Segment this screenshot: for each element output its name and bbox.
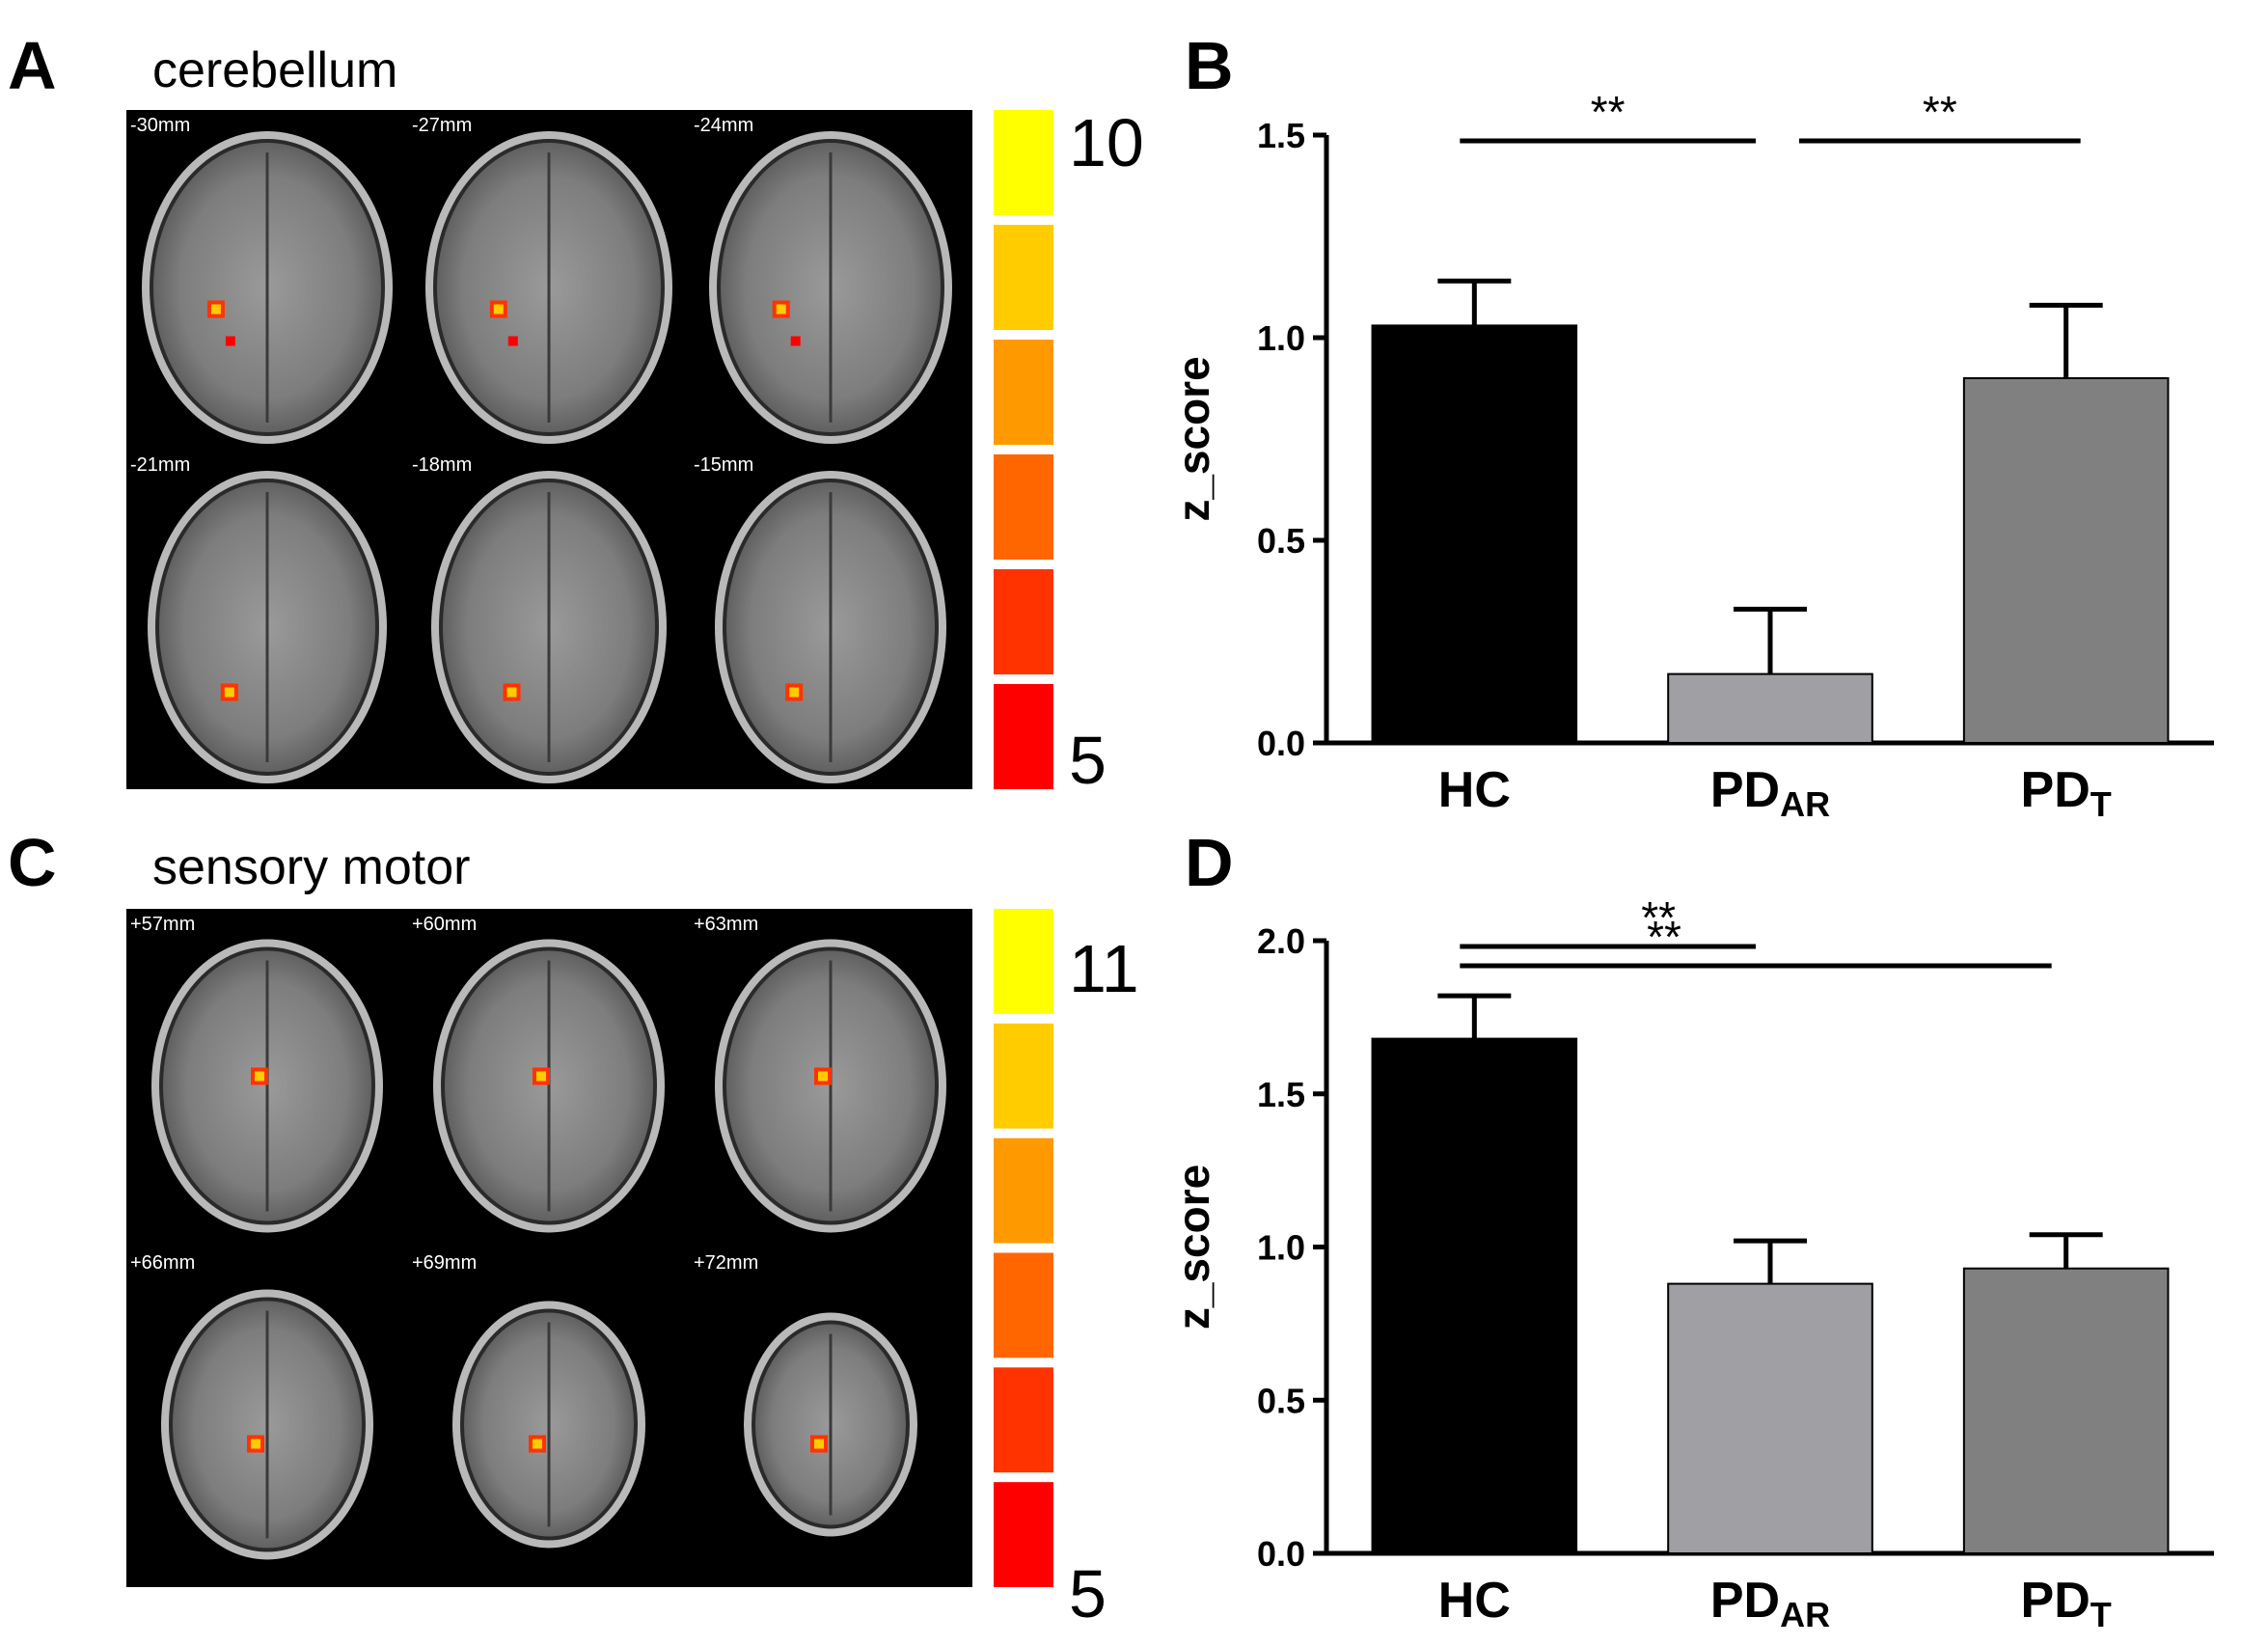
brain-slice: +63mm [694, 914, 946, 1233]
colorbar-a [994, 110, 1053, 789]
colorbar-swatch [994, 1252, 1053, 1358]
slice-label: -24mm [694, 115, 753, 136]
bar-chart-d: 0.0 0.5 1.0 1.5 2.0 z_score HC PDAR PDT **** [1168, 892, 2214, 1634]
slice-label: -18mm [412, 454, 472, 476]
y-tick-label: 1.0 [1257, 318, 1305, 358]
region-label-cerebellum: cerebellum [152, 42, 397, 98]
y-tick-label: 0.5 [1257, 521, 1305, 561]
panel-b: B 0.0 0.5 1.0 1.5 z_score HC PDAR PDT ** ** [1168, 28, 2214, 824]
panel-c: C sensory motor +57mm +60mm +63mm +66mm +69m… [8, 825, 1139, 1631]
y-tick-label: 0.5 [1257, 1381, 1305, 1420]
category-label: HC [1438, 762, 1511, 818]
colorbar-c-max: 11 [1069, 931, 1139, 1006]
colorbar-swatch [994, 684, 1053, 789]
panel-a: A cerebellum -30mm -27mm -24mm -21mm -18mm -1… [8, 28, 1144, 798]
category-label: PDAR [1710, 1573, 1830, 1634]
slice-grid-a: -30mm -27mm -24mm -21mm -18mm -15mm [130, 115, 952, 783]
brain-slice: -15mm [694, 454, 946, 783]
brain-slice: +69mm [412, 1252, 645, 1549]
category-label: PDT [2021, 1573, 2112, 1634]
brain-slice: -18mm [412, 454, 667, 783]
brain-slice: +57mm [130, 914, 383, 1233]
panel-letter-b: B [1185, 28, 1234, 103]
colorbar-swatch [994, 1482, 1053, 1587]
slice-label: -21mm [130, 454, 190, 476]
panel-d: D 0.0 0.5 1.0 1.5 2.0 z_score HC PDAR PDT **** [1168, 825, 2214, 1634]
y-tick-label: 0.0 [1257, 1534, 1305, 1574]
slice-label: +63mm [694, 914, 758, 935]
colorbar-swatch [994, 454, 1053, 560]
colorbar-a-max: 10 [1069, 105, 1144, 180]
activation-peak [210, 304, 221, 315]
activation-peak [255, 1071, 264, 1082]
brain-slice: -21mm [130, 454, 387, 783]
y-axis-title: z_score [1168, 356, 1218, 521]
slice-label: -27mm [412, 115, 472, 136]
y-tick-label: 0.0 [1257, 724, 1305, 763]
activation-peak [506, 687, 517, 698]
bar [1371, 1037, 1578, 1554]
bar [1371, 324, 1578, 744]
brain-slice: +66mm [130, 1252, 373, 1560]
category-label: PDAR [1710, 762, 1830, 824]
activation-peak [533, 1439, 542, 1449]
bar [1667, 1282, 1873, 1554]
activation-peak [814, 1439, 824, 1449]
colorbar-swatch [994, 225, 1053, 330]
y-tick-label: 1.5 [1257, 1075, 1305, 1114]
category-label: PDT [2021, 762, 2112, 824]
colorbar-swatch [994, 110, 1053, 215]
colorbar-swatch [994, 909, 1053, 1014]
category-label: HC [1438, 1573, 1511, 1629]
bar [1962, 1267, 2170, 1554]
slice-label: +72mm [694, 1252, 758, 1274]
colorbar-swatch [994, 1138, 1053, 1244]
region-label-sensory-motor: sensory motor [152, 839, 470, 895]
panel-letter-c: C [8, 825, 57, 900]
colorbar-swatch [994, 569, 1053, 674]
slice-label: +69mm [412, 1252, 477, 1274]
colorbar-c-min: 5 [1069, 1556, 1107, 1631]
activation-peak [776, 304, 786, 315]
colorbar-swatch [994, 1367, 1053, 1473]
activation-peak [251, 1439, 260, 1449]
y-tick-label: 1.5 [1257, 116, 1305, 155]
slice-label: -15mm [694, 454, 753, 476]
brain-slice: -24mm [694, 115, 952, 444]
colorbar-a-min: 5 [1069, 723, 1107, 798]
significance-label: ** [1591, 87, 1626, 137]
slice-label: +60mm [412, 914, 477, 935]
colorbar-swatch [994, 1023, 1053, 1129]
activation-cluster [225, 336, 235, 346]
brain-slice: +60mm [412, 914, 665, 1233]
significance-label: ** [1641, 892, 1676, 943]
colorbar-swatch [994, 340, 1053, 445]
slice-label: +57mm [130, 914, 195, 935]
activation-peak [493, 304, 504, 315]
colorbar-c [994, 909, 1053, 1587]
activation-cluster [507, 336, 518, 346]
y-tick-label: 1.0 [1257, 1228, 1305, 1268]
bar [1667, 672, 1873, 744]
brain-slice: -30mm [130, 115, 393, 444]
brain-slice: -27mm [412, 115, 672, 444]
activation-peak [224, 687, 234, 698]
panel-letter-a: A [8, 28, 57, 103]
activation-peak [789, 687, 800, 698]
slice-grid-c: +57mm +60mm +63mm +66mm +69mm +72mm [130, 914, 946, 1560]
bar-chart-b: 0.0 0.5 1.0 1.5 z_score HC PDAR PDT ** ** [1168, 87, 2214, 824]
activation-cluster [790, 336, 801, 346]
significance-label: ** [1647, 912, 1681, 962]
significance-label: ** [1923, 87, 1957, 137]
activation-peak [818, 1071, 828, 1082]
y-axis-title: z_score [1168, 1165, 1218, 1330]
bar [1962, 377, 2170, 744]
slice-label: +66mm [130, 1252, 195, 1274]
activation-peak [536, 1071, 546, 1082]
brain-slice: +72mm [694, 1252, 917, 1537]
panel-letter-d: D [1185, 825, 1234, 900]
slice-label: -30mm [130, 115, 190, 136]
y-tick-label: 2.0 [1257, 921, 1305, 961]
